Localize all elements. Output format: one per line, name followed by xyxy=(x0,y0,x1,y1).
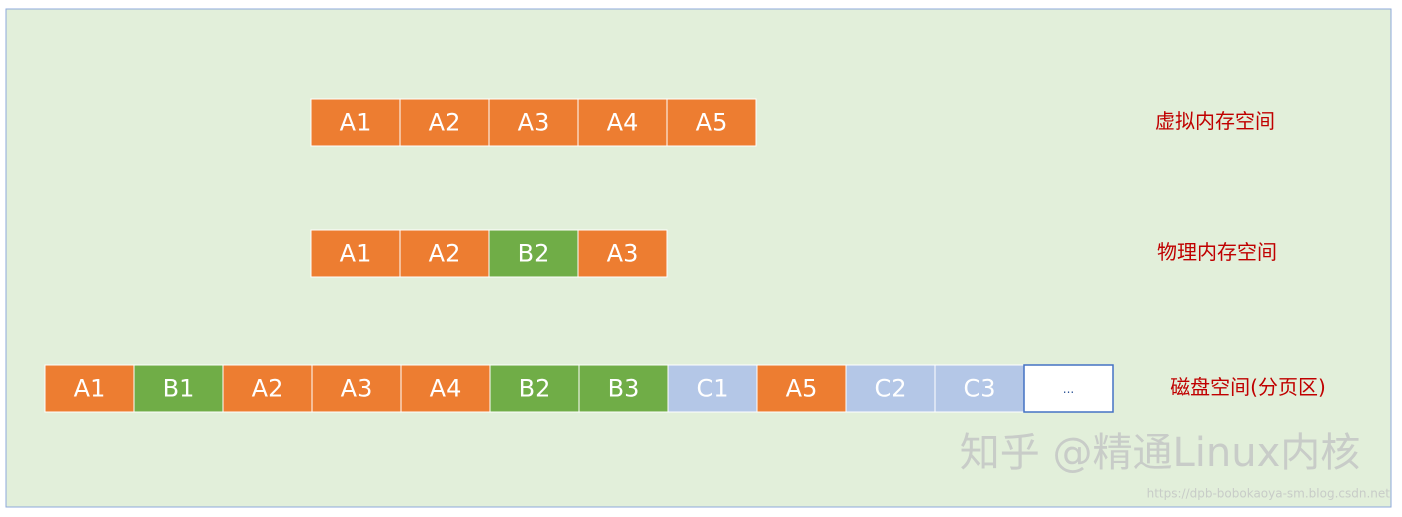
memory-block xyxy=(845,364,936,413)
memory-block xyxy=(399,98,490,147)
memory-block xyxy=(133,364,224,413)
url-watermark: https://dpb-bobokaoya-sm.blog.csdn.net xyxy=(1147,487,1391,501)
memory-block xyxy=(577,98,668,147)
row-label: 磁盘空间(分页区) xyxy=(1170,375,1326,399)
memory-block xyxy=(666,98,757,147)
watermark: 知乎 @精通Linux内核 xyxy=(960,430,1361,476)
background-panel xyxy=(5,8,1392,508)
block-label: A1 xyxy=(340,109,372,137)
memory-block xyxy=(399,229,490,278)
block-label: A1 xyxy=(74,375,106,403)
memory-block xyxy=(222,364,313,413)
block-label: B2 xyxy=(519,375,551,403)
block-label: ... xyxy=(1063,382,1074,396)
memory-block xyxy=(577,229,668,278)
memory-block xyxy=(578,364,669,413)
block-label: C2 xyxy=(874,375,906,403)
block-label: A2 xyxy=(252,375,284,403)
block-label: A2 xyxy=(429,240,461,268)
block-label: B3 xyxy=(608,375,640,403)
memory-block xyxy=(1023,364,1114,413)
block-label: C3 xyxy=(963,375,995,403)
memory-block xyxy=(488,229,579,278)
memory-block xyxy=(310,98,401,147)
block-label: A3 xyxy=(341,375,373,403)
block-label: B1 xyxy=(163,375,195,403)
block-label: A3 xyxy=(607,240,639,268)
memory-block xyxy=(756,364,847,413)
block-label: A4 xyxy=(607,109,639,137)
memory-block xyxy=(310,229,401,278)
block-label: A4 xyxy=(430,375,462,403)
row-label: 虚拟内存空间 xyxy=(1155,109,1275,133)
block-label: B2 xyxy=(518,240,550,268)
memory-block xyxy=(489,364,580,413)
memory-block xyxy=(667,364,758,413)
block-label: A5 xyxy=(786,375,818,403)
block-label: A3 xyxy=(518,109,550,137)
block-label: A2 xyxy=(429,109,461,137)
row-label: 物理内存空间 xyxy=(1157,240,1277,264)
memory-block xyxy=(311,364,402,413)
block-label: A5 xyxy=(696,109,728,137)
block-label: C1 xyxy=(696,375,728,403)
block-label: A1 xyxy=(340,240,372,268)
memory-block xyxy=(934,364,1025,413)
